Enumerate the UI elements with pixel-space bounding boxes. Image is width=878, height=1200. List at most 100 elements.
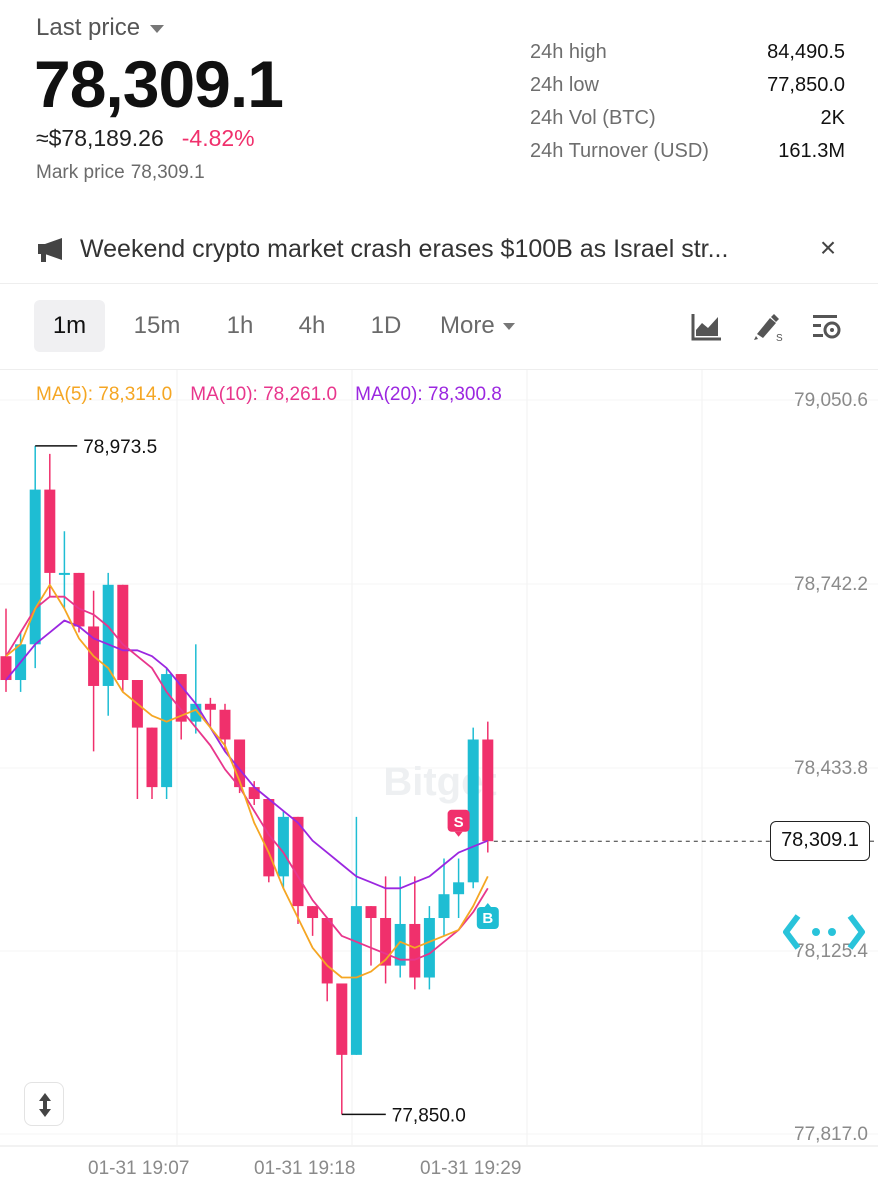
candle-body	[277, 816, 289, 877]
chevron-down-icon	[502, 322, 515, 330]
candle-body	[161, 674, 173, 788]
candle-body	[248, 787, 260, 800]
candle-body	[350, 906, 362, 1055]
candle-body	[44, 489, 56, 573]
stat-row-24h-turnover: 24h Turnover (USD) 161.3M	[530, 135, 845, 168]
stat-row-24h-high: 24h high 84,490.5	[530, 36, 845, 69]
candle-body	[453, 882, 465, 895]
y-axis-label: 78,742.2	[794, 574, 868, 595]
candle-body	[438, 894, 450, 919]
ma20-line	[5, 619, 489, 890]
stats-panel: 24h high 84,490.5 24h low 77,850.0 24h V…	[530, 36, 845, 168]
svg-text:S: S	[776, 333, 783, 342]
candle-body	[336, 983, 348, 1055]
interval-tab-1h[interactable]: 1h	[226, 312, 254, 339]
interval-bar: 1m 15m 1h 4h 1D More S	[0, 284, 878, 370]
low-price-marker: 77,850.0	[392, 1105, 466, 1126]
scroll-to-latest-icon[interactable]	[782, 910, 866, 954]
y-axis-label: 77,817.0	[794, 1124, 868, 1145]
news-banner[interactable]: Weekend crypto market crash erases $100B…	[0, 216, 878, 284]
stat-label: 24h low	[530, 74, 599, 96]
y-axis-label: 79,050.6	[794, 390, 868, 411]
interval-tab-1d[interactable]: 1D	[370, 312, 402, 339]
stat-value: 161.3M	[778, 140, 845, 162]
candle-body	[292, 816, 304, 907]
candle-body	[29, 489, 41, 645]
sell-marker	[447, 809, 470, 832]
candle-body	[146, 727, 158, 788]
stat-label: 24h Vol (BTC)	[530, 107, 656, 129]
chevron-down-icon	[150, 25, 165, 33]
chart-type-icon[interactable]	[690, 312, 724, 342]
ticker-header: Last price 78,309.1 ≈$78,189.26 -4.82% M…	[0, 0, 878, 215]
buy-marker-pointer	[483, 903, 492, 909]
candle-body	[467, 739, 479, 883]
ma5-legend: MA(5): 78,314.0	[36, 384, 173, 405]
candle-body	[73, 572, 85, 627]
vertical-scale-button[interactable]	[24, 1082, 64, 1126]
close-icon[interactable]: ×	[819, 232, 837, 263]
x-axis-label: 01-31 19:18	[254, 1158, 356, 1179]
candle-body	[394, 923, 406, 966]
ma-legend: MA(5): 78,314.0 MA(10): 78,261.0 MA(20):…	[36, 384, 502, 406]
candle-body	[263, 799, 275, 877]
stat-value: 84,490.5	[767, 41, 845, 63]
sell-marker-label: S	[454, 814, 464, 831]
interval-tab-4h[interactable]: 4h	[298, 312, 326, 339]
stat-label: 24h high	[530, 41, 607, 63]
stat-value: 2K	[820, 107, 845, 129]
candle-body	[0, 656, 12, 681]
candle-body	[190, 703, 202, 722]
price-change-percent: -4.82%	[181, 125, 255, 151]
candle-body	[423, 918, 435, 978]
stat-row-24h-vol: 24h Vol (BTC) 2K	[530, 102, 845, 135]
interval-tab-1m[interactable]: 1m	[34, 300, 105, 352]
more-label: More	[440, 312, 495, 339]
mark-price-label: Mark price	[36, 162, 125, 183]
stat-row-24h-low: 24h low 77,850.0	[530, 69, 845, 102]
indicator-settings-icon[interactable]	[810, 312, 844, 342]
stat-label: 24h Turnover (USD)	[530, 140, 709, 162]
watermark: Bitget	[383, 760, 496, 804]
stat-value: 77,850.0	[767, 74, 845, 96]
candle-body	[175, 674, 187, 722]
ma10-line	[5, 595, 489, 961]
vertical-resize-icon	[39, 1093, 51, 1117]
ma-lines-layer	[5, 583, 489, 979]
mark-price-value: 78,309.1	[130, 162, 205, 183]
last-price-selector[interactable]: Last price	[36, 14, 165, 42]
candle-body	[321, 918, 333, 984]
candle-body	[234, 739, 246, 788]
ma20-legend: MA(20): 78,300.8	[355, 384, 502, 405]
ma10-legend: MA(10): 78,261.0	[190, 384, 338, 405]
kline-chart[interactable]: Bitget 78,973.5 77,850.0 S B MA(5): 78,314.…	[0, 370, 878, 1200]
candle-body	[482, 739, 494, 842]
x-axis-label: 01-31 19:29	[420, 1158, 522, 1179]
candle-body	[307, 906, 319, 919]
buy-marker	[476, 907, 499, 930]
candle-body	[219, 709, 231, 740]
candlestick-chart[interactable]: Bitget 78,973.5 77,850.0 S B	[0, 370, 878, 1200]
interval-more-dropdown[interactable]: More	[440, 300, 530, 352]
candle-body	[409, 923, 421, 978]
last-price-label: Last price	[36, 14, 141, 41]
sell-marker-pointer	[454, 831, 463, 837]
buy-marker-label: B	[482, 910, 493, 927]
current-price-tag: 78,309.1	[770, 821, 870, 861]
interval-tab-15m[interactable]: 15m	[133, 312, 181, 339]
ma5-line	[5, 583, 489, 979]
candles-layer	[0, 445, 494, 1115]
candle-body	[102, 584, 114, 686]
news-headline[interactable]: Weekend crypto market crash erases $100B…	[80, 235, 729, 263]
y-axis-label: 78,433.8	[794, 758, 868, 779]
candle-body	[117, 584, 129, 681]
x-axis-label: 01-31 19:07	[88, 1158, 190, 1179]
high-price-marker: 78,973.5	[83, 437, 157, 458]
candle-body	[58, 572, 70, 575]
usd-approx-price: ≈$78,189.26	[36, 125, 164, 151]
annotations-layer: 78,973.5 77,850.0 S B	[35, 437, 878, 1126]
megaphone-icon	[38, 238, 62, 262]
drawing-tool-icon[interactable]: S	[750, 312, 784, 342]
mark-price: Mark price 78,309.1	[36, 162, 205, 184]
last-price-value: 78,309.1	[34, 47, 284, 121]
